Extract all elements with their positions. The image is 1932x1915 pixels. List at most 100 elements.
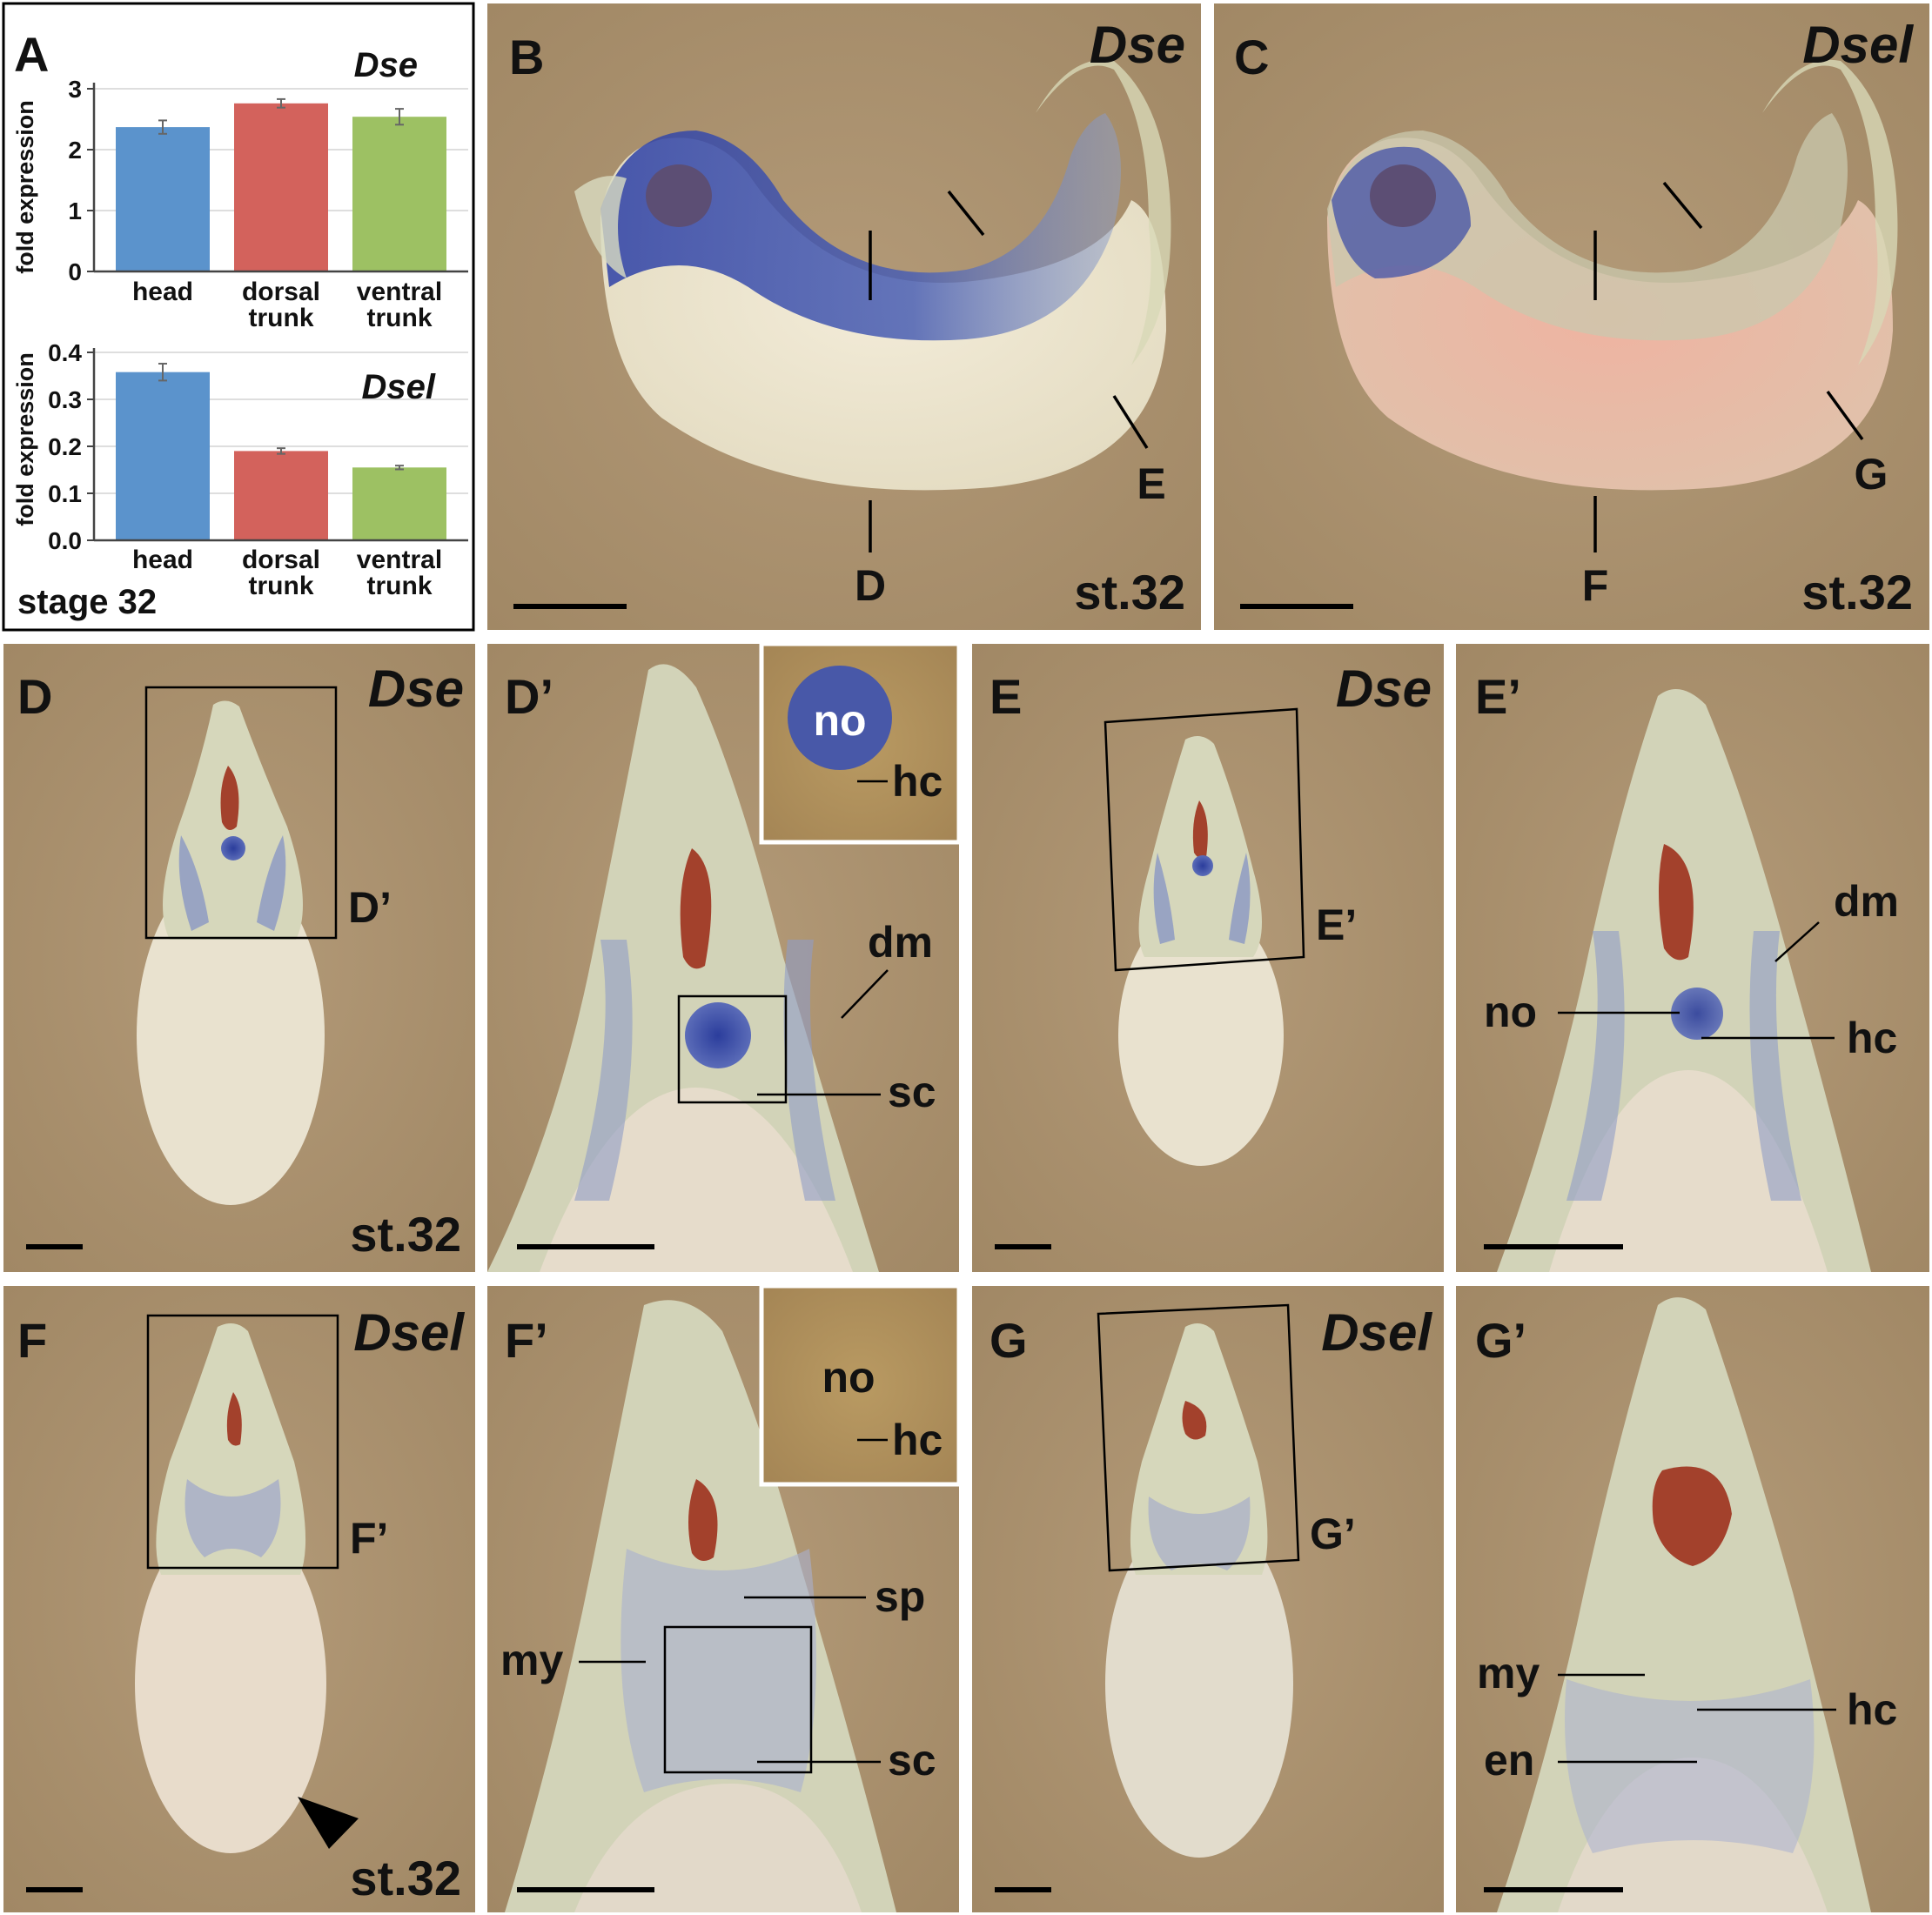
chart-dse-ylabel: fold expression [12, 100, 38, 274]
panel-f-prime-my: my [500, 1636, 563, 1684]
panel-e-prime-blue-left [1566, 931, 1625, 1201]
panel-c-cut-g-top [1662, 181, 1703, 230]
panel-c-eye [1370, 164, 1436, 227]
panel-c-letter: C [1234, 30, 1269, 84]
panel-e-notochord [1192, 855, 1213, 876]
panel-e-red-stain [1192, 800, 1208, 859]
panel-d-red-stain [220, 766, 239, 830]
chart-dse-tick-label: 0 [68, 258, 82, 285]
panel-d-gene: Dse [368, 660, 464, 718]
panel-b: B Dse D E st.32 [487, 3, 1201, 630]
panel-d-prime-inset-box [677, 994, 788, 1104]
panel-g: G Dsel G’ [972, 1286, 1444, 1912]
panel-c-gene: Dsel [1802, 16, 1914, 74]
chart-dse-category-label: dorsal [242, 278, 320, 306]
panel-d-prime-tissue [487, 664, 879, 1272]
panel-e-prime-letter: E’ [1475, 669, 1521, 724]
panel-f-arrowhead [298, 1797, 359, 1849]
chart-dsel: Dsel fold expression 0.0 0.1 0.2 0.3 0.4 hea… [12, 339, 468, 600]
panel-b-cut-d-label: D [855, 561, 886, 610]
panel-d-prime-dm: dm [868, 918, 933, 967]
panel-b-stage: st.32 [1074, 565, 1185, 619]
panel-g-gene: Dsel [1321, 1303, 1432, 1362]
chart-dsel-tick-label: 0.2 [48, 433, 82, 460]
chart-dse-category-label: ventral [357, 278, 442, 306]
panel-f-blue-stain [184, 1479, 281, 1557]
panel-g-box-label: G’ [1310, 1510, 1356, 1558]
panel-f: F Dsel F’ st.32 [3, 1286, 475, 1912]
panel-d-letter: D [17, 669, 52, 724]
panel-f-prime-inset-no: no [822, 1353, 875, 1402]
panel-g-prime-hc: hc [1847, 1685, 1897, 1734]
panel-e-prime-hc: hc [1847, 1014, 1897, 1062]
panel-d: D Dse D’ st.32 [3, 644, 475, 1272]
panel-g-prime: my hc en G’ [1456, 1286, 1929, 1912]
panel-d-prime-inset-notochord [788, 666, 892, 770]
panel-d-prime: no hc dm sc D’ [487, 641, 962, 1272]
panel-f-inset-box [146, 1314, 339, 1570]
panel-e-prime-dm: dm [1834, 877, 1899, 926]
chart-dsel-tick-label: 0.4 [48, 339, 82, 366]
panel-f-prime-inset-hc: hc [892, 1416, 943, 1464]
panel-f-prime-red-stain [688, 1479, 718, 1561]
chart-dsel-tick-label: 0.0 [48, 527, 82, 554]
panel-e-box-label: E’ [1316, 901, 1357, 949]
panel-f-gene: Dsel [353, 1303, 465, 1362]
panel-e: E Dse E’ [972, 644, 1444, 1272]
panel-b-eye [646, 164, 712, 227]
panel-d-prime-blue-left [574, 940, 633, 1201]
chart-dsel-gene: Dsel [362, 368, 436, 406]
panel-f-prime-sp: sp [875, 1572, 925, 1621]
panel-b-cut-e-label: E [1137, 459, 1165, 508]
panel-f-letter: F [17, 1313, 47, 1368]
panel-d-prime-inset-hc: hc [892, 757, 943, 806]
panel-d-blue-right [257, 835, 286, 931]
panel-e-yolk [1118, 905, 1284, 1166]
panel-d-prime-red-stain [680, 848, 712, 969]
panel-e-inset-box [1104, 707, 1305, 972]
panel-b-cut-e-bottom [1112, 395, 1149, 449]
panel-c: C Dsel F G st.32 [1214, 3, 1929, 630]
panel-g-blue-stain [1148, 1497, 1251, 1570]
panel-f-stage: st.32 [350, 1851, 461, 1905]
panel-g-inset-box [1097, 1303, 1300, 1572]
panel-e-blue-left [1153, 853, 1175, 944]
panel-f-prime-letter: F’ [505, 1313, 548, 1368]
panel-a-stage: stage 32 [17, 583, 157, 621]
panel-f-prime-yolk [574, 1784, 862, 1912]
panel-f-red-stain [226, 1392, 242, 1446]
panel-e-prime-blue-right [1749, 931, 1801, 1201]
panel-f-box-label: F’ [350, 1514, 388, 1563]
panel-b-gene: Dse [1090, 16, 1185, 74]
chart-dse-tick-label: 2 [68, 137, 82, 164]
panel-g-letter: G [989, 1313, 1028, 1368]
chart-dsel-bar [116, 372, 210, 540]
panel-d-inset-box [144, 686, 338, 940]
panel-c-cut-g-label: G [1855, 450, 1888, 499]
panel-g-prime-red-stain [1652, 1466, 1732, 1566]
chart-dsel-ylabel: fold expression [12, 352, 38, 526]
chart-dsel-category-label: trunk [249, 572, 314, 600]
panel-g-prime-letter: G’ [1475, 1313, 1526, 1368]
chart-dse-tick-label: 1 [68, 198, 82, 224]
chart-dse-category-label: head [132, 278, 193, 306]
chart-dse-bar [116, 127, 210, 271]
panel-g-prime-my: my [1477, 1649, 1540, 1697]
panel-f-prime-inset [759, 1283, 962, 1487]
panel-e-letter: E [989, 669, 1022, 724]
chart-dse-bar [352, 117, 446, 271]
panel-g-prime-blue-stain [1565, 1679, 1815, 1853]
chart-dsel-bar [352, 467, 446, 540]
panel-a-letter: A [14, 27, 49, 82]
panel-e-prime: dm no hc E’ [1456, 644, 1929, 1272]
panel-e-prime-no: no [1484, 988, 1537, 1036]
panel-b-letter: B [509, 30, 544, 84]
panel-f-prime-blue-stain [621, 1549, 816, 1792]
panel-c-stage: st.32 [1801, 565, 1913, 619]
chart-dse-bar [234, 103, 328, 271]
panel-b-blue-stain [600, 113, 1121, 341]
panel-d-yolk [137, 866, 325, 1205]
chart-dsel-category-label: trunk [367, 572, 433, 600]
